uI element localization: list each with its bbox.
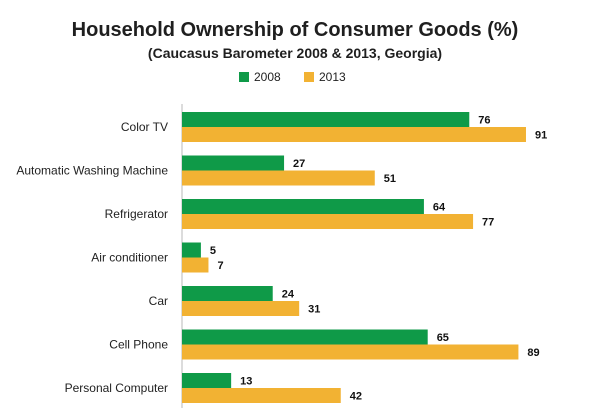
bar-2008-3 [182,242,201,258]
category-label-4: Car [149,294,168,308]
data-label-2013-1: 51 [384,173,396,185]
bar-2013-3 [182,257,209,273]
data-label-2008-6: 13 [240,376,252,388]
data-label-2008-5: 65 [437,332,449,344]
bars-layer: 76 91 27 51 64 77 57 24 31 65 89 13 42 [182,112,547,403]
bar-2008-1 [182,155,285,171]
category-label-3: Air conditioner [91,251,168,265]
data-label-2008-4: 24 [282,289,295,301]
bar-2013-0 [182,127,526,142]
data-label-2013-0: 91 [535,130,547,142]
legend-swatch-2013 [304,72,314,82]
data-label-2008-3: 5 [210,245,216,257]
bar-2008-4 [182,286,273,301]
data-label-2008-1: 27 [293,158,305,170]
bar-2013-6 [182,388,341,403]
axis-layer: Color TV Automatic Washing Machine Refrige… [16,104,183,408]
bar-2013-4 [182,301,300,316]
bar-2008-2 [182,199,424,214]
legend-item-2013: 2013 [304,70,346,84]
category-label-0: Color TV [121,120,168,134]
data-label-2008-0: 76 [478,115,490,127]
chart-legend: 2008 2013 [239,70,346,84]
legend-swatch-2008 [239,72,249,82]
bar-2013-2 [182,214,474,229]
category-label-5: Cell Phone [109,338,168,352]
bar-2013-1 [182,170,375,186]
data-label-2013-6: 42 [350,391,362,403]
chart-subtitle: (Caucasus Barometer 2008 & 2013, Georgia… [148,45,442,61]
bar-2008-6 [182,373,232,388]
bar-2013-5 [182,344,519,360]
bar-2008-0 [182,112,470,127]
data-label-2013-4: 31 [308,304,320,316]
legend-label-2013: 2013 [319,70,346,84]
bar-2008-5 [182,329,428,345]
chart-title: Household Ownership of Consumer Goods (%… [72,19,519,41]
category-label-1: Automatic Washing Machine [16,164,168,178]
legend-label-2008: 2008 [254,70,281,84]
data-label-2013-2: 77 [482,217,494,229]
category-label-6: Personal Computer [65,381,168,395]
data-label-2008-2: 64 [433,202,446,214]
legend-item-2008: 2008 [239,70,281,84]
data-label-2013-3: 7 [217,260,223,272]
data-label-2013-5: 89 [527,347,539,359]
category-label-2: Refrigerator [105,207,168,221]
